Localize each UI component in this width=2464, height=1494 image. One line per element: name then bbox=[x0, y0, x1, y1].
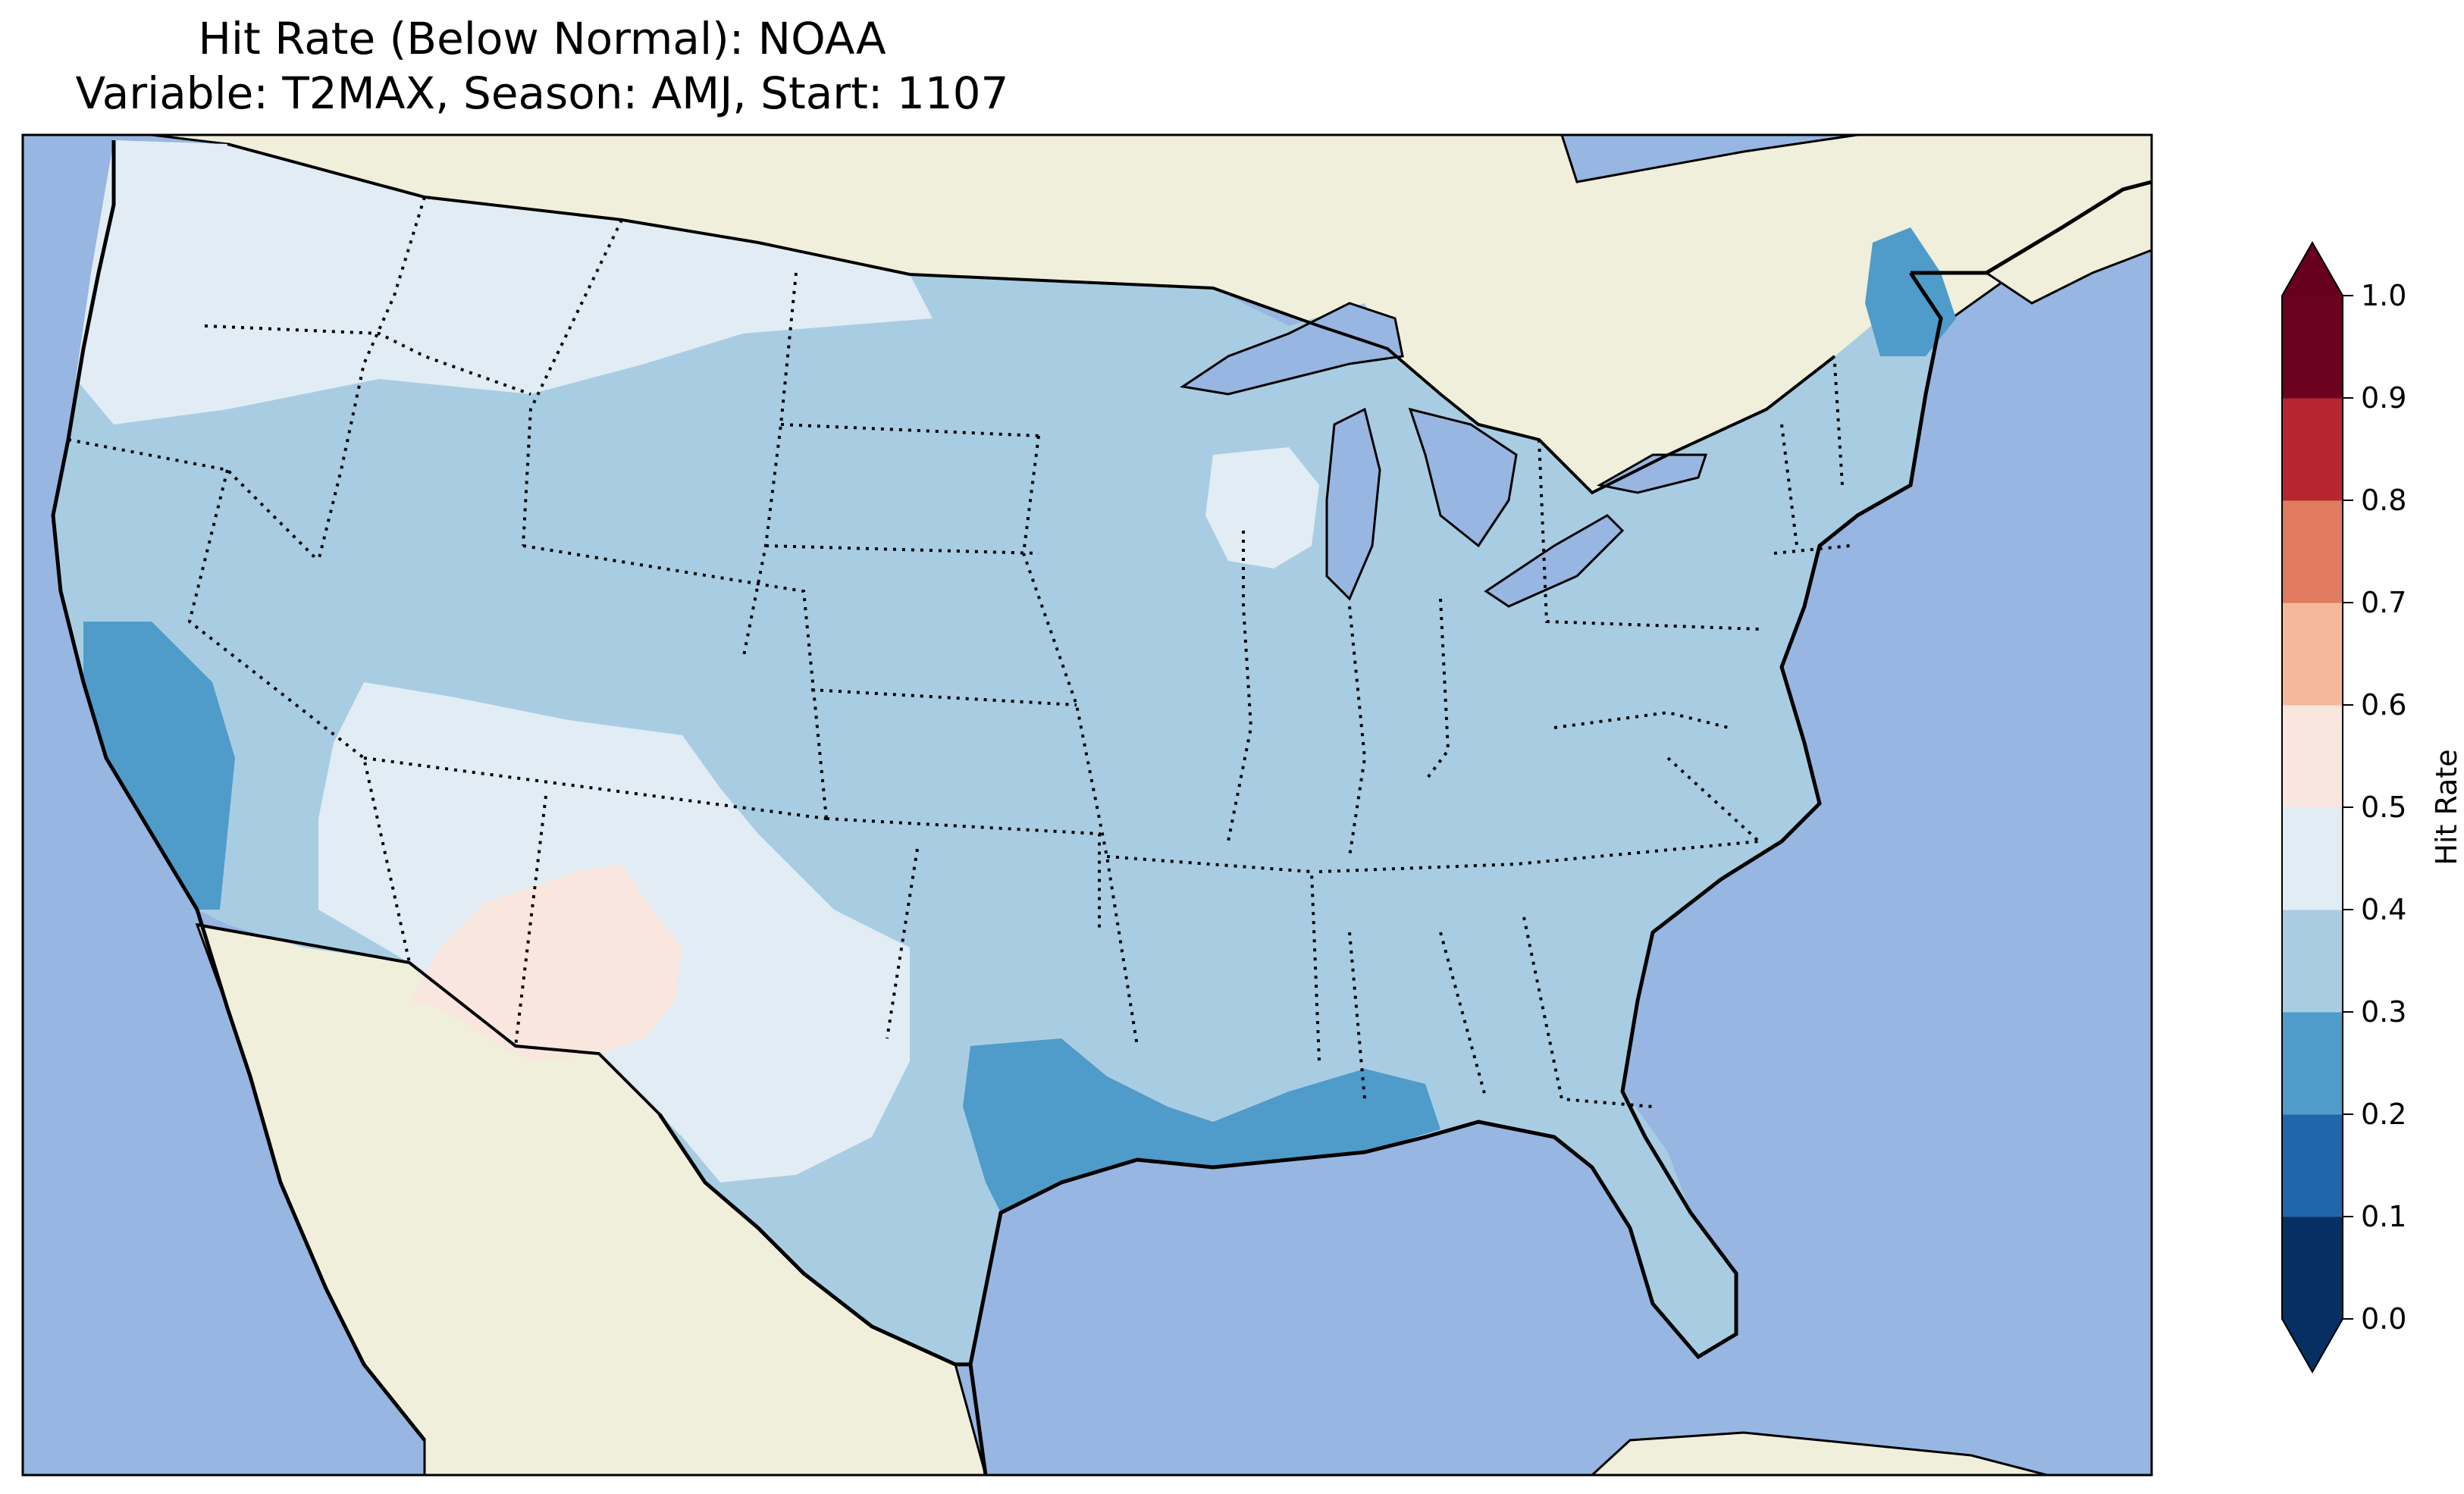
coastlines bbox=[51, 140, 2152, 1476]
lake-erie bbox=[1484, 514, 1625, 608]
colorbar-tick-label: 0.8 bbox=[2361, 484, 2406, 517]
region-arizona-new-mexico bbox=[409, 864, 682, 1061]
colorbar-segment bbox=[2282, 1114, 2343, 1217]
lake-superior bbox=[1180, 302, 1404, 396]
colorbar-segment bbox=[2282, 296, 2343, 399]
map-subtitle: Variable: T2MAX, Season: AMJ, Start: 110… bbox=[75, 67, 1009, 119]
colorbar-segment bbox=[2282, 807, 2343, 910]
colorbar-tick-label: 0.9 bbox=[2361, 381, 2406, 415]
region-california-coast bbox=[83, 622, 235, 910]
map-title: Hit Rate (Below Normal): NOAA bbox=[198, 13, 886, 64]
state-borders bbox=[67, 196, 1851, 1108]
colorbar-label: Hit Rate bbox=[2430, 749, 2463, 865]
cuba-land bbox=[1590, 1431, 2048, 1475]
region-florida bbox=[1554, 1099, 1736, 1357]
colorbar-segment bbox=[2282, 1012, 2343, 1115]
lake-michigan bbox=[1325, 407, 1381, 601]
colorbar-segment bbox=[2282, 398, 2343, 501]
colorbar-extend-max bbox=[2282, 243, 2343, 296]
colorbar-extend-min bbox=[2282, 1319, 2343, 1372]
region-maine bbox=[1865, 227, 1956, 356]
colorbar-segment bbox=[2282, 705, 2343, 808]
colorbar-segment bbox=[2282, 1217, 2343, 1320]
colorbar-segment bbox=[2282, 603, 2343, 706]
colorbar-tick-label: 1.0 bbox=[2361, 279, 2406, 312]
mexico-border bbox=[196, 923, 661, 1116]
colorbar-tick-label: 0.5 bbox=[2361, 791, 2406, 824]
colorbar-segment bbox=[2282, 910, 2343, 1013]
colorbar-segment bbox=[2282, 500, 2343, 603]
colorbar-tick-label: 0.0 bbox=[2361, 1302, 2406, 1336]
region-wisconsin bbox=[1205, 447, 1319, 568]
lake-huron bbox=[1408, 407, 1518, 548]
lake-ontario bbox=[1596, 453, 1708, 494]
canada-border bbox=[227, 143, 1836, 495]
colorbar-tick-label: 0.7 bbox=[2361, 586, 2406, 619]
colorbar: 0.0 0.1 0.2 0.3 0.4 0.5 0.6 0.7 0.8 0.9 1.0 Hit Rat… bbox=[2281, 240, 2463, 1374]
colorbar-tick-label: 0.1 bbox=[2361, 1200, 2406, 1233]
colorbar-tick-label: 0.4 bbox=[2361, 893, 2406, 926]
map-frame bbox=[21, 133, 2153, 1477]
colorbar-tick-label: 0.6 bbox=[2361, 688, 2406, 722]
region-northwest bbox=[76, 140, 933, 424]
region-east-texas-louisiana bbox=[963, 1038, 1440, 1213]
colorbar-tick-label: 0.2 bbox=[2361, 1098, 2406, 1131]
colorbar-tick-label: 0.3 bbox=[2361, 995, 2406, 1029]
